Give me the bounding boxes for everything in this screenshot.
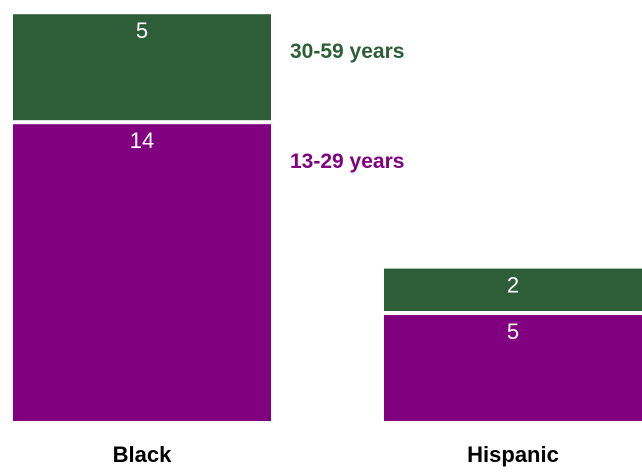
bar-segment-hispanic-series-2 bbox=[384, 268, 642, 311]
data-label-hispanic-series-1: 5 bbox=[507, 319, 519, 344]
category-label-black: Black bbox=[113, 442, 172, 467]
legend-label-series-2: 30-59 years bbox=[290, 40, 404, 63]
data-label-hispanic-series-2: 2 bbox=[507, 273, 519, 298]
data-label-black-series-2: 5 bbox=[136, 18, 148, 43]
bar-segment-hispanic-series-1 bbox=[384, 315, 642, 421]
category-label-hispanic: Hispanic bbox=[467, 442, 559, 467]
legend-label-series-1: 13-29 years bbox=[290, 150, 404, 173]
bar-segment-black-series-1 bbox=[13, 124, 271, 421]
bar-segment-black-series-2 bbox=[13, 14, 271, 121]
data-label-black-series-1: 14 bbox=[130, 128, 154, 153]
